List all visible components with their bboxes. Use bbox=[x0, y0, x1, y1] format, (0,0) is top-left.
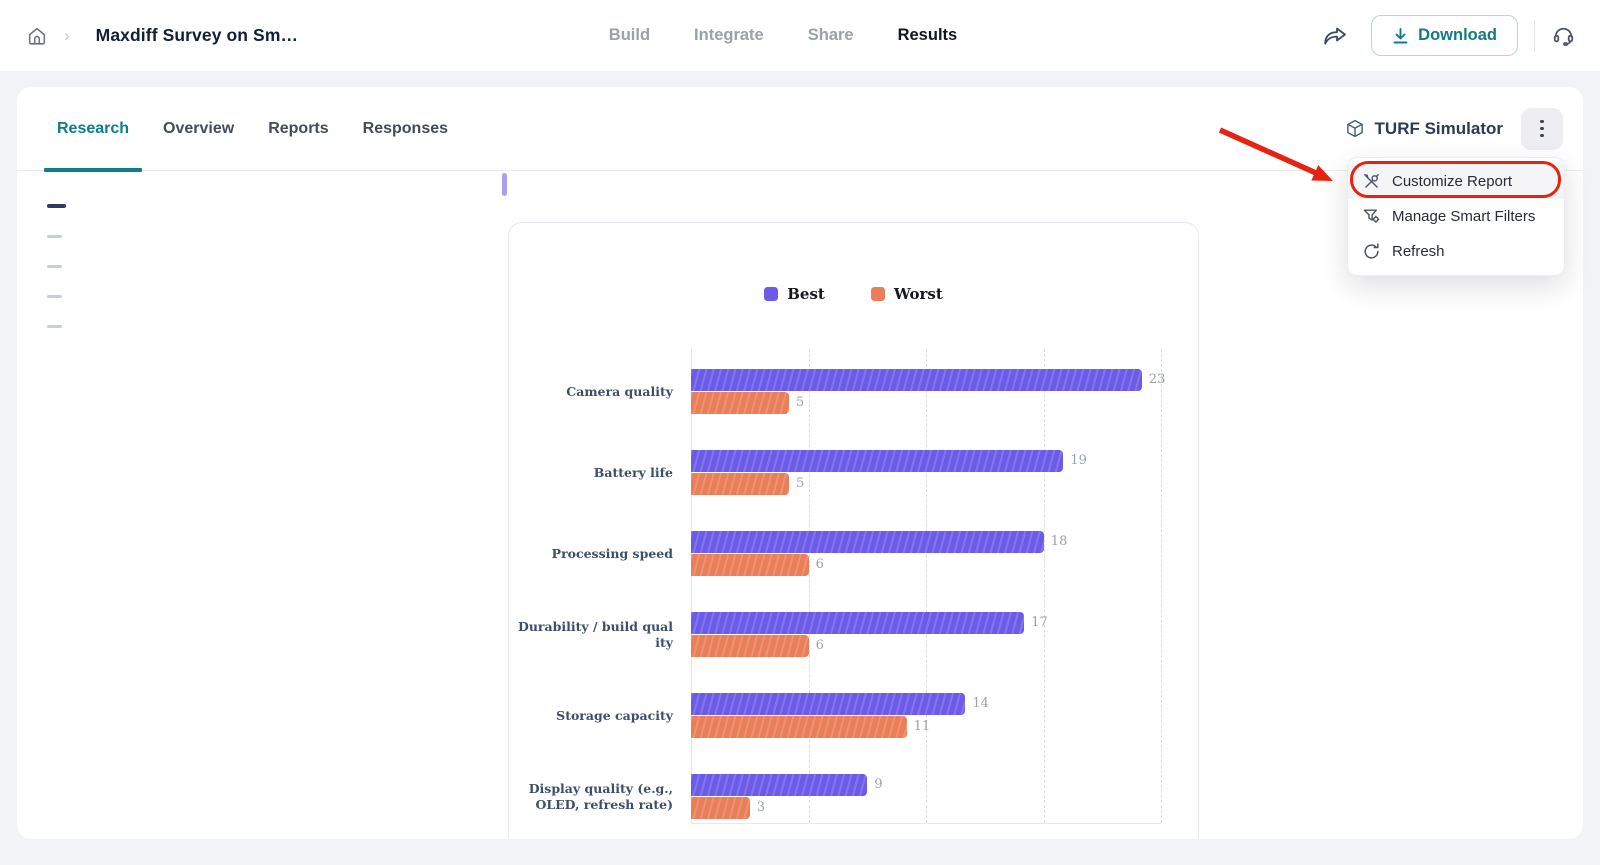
chart-legend: Best Worst bbox=[509, 285, 1198, 303]
question-list-item[interactable] bbox=[47, 235, 62, 238]
menu-item-customize-report[interactable]: Customize Report bbox=[1348, 164, 1564, 199]
question-list-item[interactable] bbox=[47, 265, 62, 268]
question-list-item[interactable] bbox=[47, 295, 62, 298]
filter-gear-icon bbox=[1363, 209, 1380, 223]
scrollbar-thumb[interactable] bbox=[502, 173, 507, 196]
best-bar[interactable] bbox=[691, 450, 1064, 472]
plot-area: Camera quality 23 5 Battery life 19 5 Processi… bbox=[509, 223, 1198, 839]
value-label: 19 bbox=[1070, 453, 1087, 468]
breadcrumb-chevron: › bbox=[64, 25, 70, 45]
menu-item-manage-smart-filters[interactable]: Manage Smart Filters bbox=[1348, 199, 1564, 234]
value-label: 14 bbox=[972, 696, 989, 711]
results-panel: Research Overview Reports Responses TURF… bbox=[17, 87, 1583, 839]
gridline bbox=[926, 349, 928, 823]
tab-overview[interactable]: Overview bbox=[163, 119, 235, 137]
legend-swatch-best bbox=[764, 287, 779, 301]
value-label: 17 bbox=[1031, 615, 1048, 630]
tab-responses[interactable]: Responses bbox=[362, 119, 449, 137]
legend-label-best: Best bbox=[787, 285, 825, 303]
best-bar[interactable] bbox=[691, 369, 1142, 391]
kebab-icon[interactable] bbox=[1521, 107, 1563, 150]
breadcrumb-title: Maxdiff Survey on Sm… bbox=[95, 25, 299, 45]
best-bar[interactable] bbox=[691, 612, 1025, 634]
value-label: 3 bbox=[756, 800, 766, 815]
headset-icon[interactable] bbox=[1551, 23, 1576, 48]
tab-reports[interactable]: Reports bbox=[268, 119, 329, 137]
nav-tab-results[interactable]: Results bbox=[897, 26, 958, 44]
value-label: 5 bbox=[796, 395, 805, 410]
value-label: 23 bbox=[1148, 372, 1166, 387]
question-list-item[interactable] bbox=[47, 325, 62, 328]
value-label: 6 bbox=[815, 638, 824, 653]
tab-research[interactable]: Research bbox=[44, 87, 143, 172]
share-forward-icon[interactable] bbox=[1322, 24, 1349, 48]
legend-item-worst[interactable]: Worst bbox=[870, 285, 943, 303]
divider bbox=[1534, 19, 1535, 52]
worst-bar[interactable] bbox=[691, 554, 809, 576]
top-nav: › Maxdiff Survey on Sm… Build Integrate … bbox=[0, 0, 1600, 71]
category-label: Camera quality bbox=[566, 383, 673, 399]
download-button[interactable]: Download bbox=[1371, 15, 1518, 56]
value-label: 11 bbox=[913, 719, 931, 734]
best-bar[interactable] bbox=[691, 531, 1044, 553]
category-label: Storage capacity bbox=[556, 707, 673, 723]
legend-item-best[interactable]: Best bbox=[764, 285, 825, 303]
download-icon bbox=[1393, 27, 1408, 43]
main-nav: Build Integrate Share Results bbox=[609, 0, 957, 71]
nav-tab-build[interactable]: Build bbox=[608, 26, 651, 44]
home-icon[interactable] bbox=[24, 23, 50, 49]
gridline bbox=[808, 349, 810, 823]
question-list-item[interactable] bbox=[47, 204, 66, 208]
y-axis-line bbox=[691, 349, 692, 823]
worst-bar[interactable] bbox=[691, 473, 789, 495]
customize-tools-icon bbox=[1364, 174, 1379, 188]
maxdiff-chart-card: Best Worst Camera quality 23 5 Battery life… bbox=[508, 222, 1199, 839]
turf-simulator-label: TURF Simulator bbox=[1374, 118, 1503, 138]
best-bar[interactable] bbox=[691, 774, 868, 796]
best-bar[interactable] bbox=[691, 693, 966, 715]
gridline bbox=[1043, 349, 1045, 823]
turf-simulator-button[interactable]: TURF Simulator bbox=[1345, 118, 1503, 139]
category-label: Durability / build quality bbox=[518, 618, 673, 650]
x-axis-line bbox=[691, 823, 1162, 824]
gridline bbox=[1161, 349, 1163, 823]
value-label: 6 bbox=[815, 557, 824, 572]
worst-bar[interactable] bbox=[691, 635, 809, 657]
cube-icon bbox=[1346, 119, 1363, 138]
refresh-icon bbox=[1364, 243, 1379, 259]
category-label: Processing speed bbox=[551, 545, 673, 561]
legend-label-worst: Worst bbox=[893, 285, 943, 303]
nav-tab-share[interactable]: Share bbox=[807, 26, 854, 44]
kebab-dropdown-menu: Customize Report Manage Smart Filters Re… bbox=[1347, 157, 1565, 276]
value-label: 9 bbox=[874, 777, 883, 792]
nav-tab-integrate[interactable]: Integrate bbox=[694, 26, 764, 44]
category-label: Battery life bbox=[593, 464, 673, 480]
menu-item-refresh[interactable]: Refresh bbox=[1348, 234, 1564, 269]
worst-bar[interactable] bbox=[691, 392, 789, 414]
worst-bar[interactable] bbox=[691, 797, 750, 819]
category-label: Display quality (e.g., OLED, refresh rat… bbox=[528, 780, 673, 812]
report-tabs-row: Research Overview Reports Responses TURF… bbox=[17, 87, 1583, 172]
worst-bar[interactable] bbox=[691, 716, 907, 738]
legend-swatch-worst bbox=[870, 287, 885, 301]
value-label: 18 bbox=[1050, 534, 1068, 549]
value-label: 5 bbox=[796, 476, 805, 491]
